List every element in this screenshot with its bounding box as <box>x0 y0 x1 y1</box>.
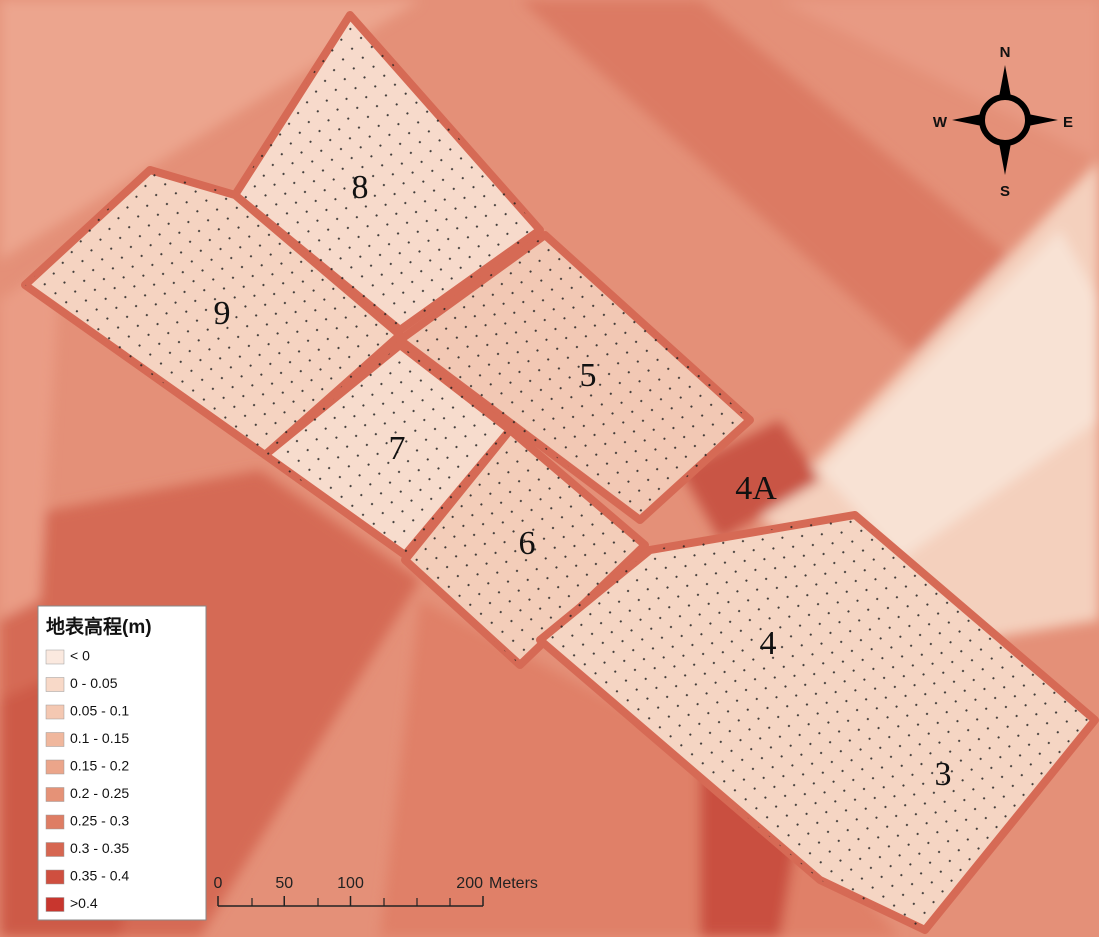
scale-label: 200 <box>456 875 483 892</box>
legend-swatch <box>46 788 64 802</box>
legend-label: 0.1 - 0.15 <box>70 730 129 746</box>
legend-swatch <box>46 733 64 747</box>
parcel-label: 4 <box>760 625 777 662</box>
parcel-label: 5 <box>580 357 597 394</box>
parcel-label: 6 <box>519 525 536 562</box>
scale-unit: Meters <box>489 875 538 892</box>
parcel-label: 4A <box>735 470 777 507</box>
map: 8 9 5 7 4A 6 4 3 N S E W 地表高程(m) < 0 0 - … <box>0 0 1099 937</box>
legend-label: 0.35 - 0.4 <box>70 868 129 884</box>
legend-label: 0.05 - 0.1 <box>70 703 129 719</box>
legend-label: 0 - 0.05 <box>70 675 118 691</box>
legend-swatch <box>46 843 64 857</box>
scale-label: 50 <box>275 875 293 892</box>
legend-label: 0.2 - 0.25 <box>70 785 129 801</box>
legend-swatch <box>46 760 64 774</box>
parcel-label: 9 <box>214 295 231 332</box>
scale-label: 100 <box>337 875 364 892</box>
compass-label: W <box>933 114 948 131</box>
compass-label: S <box>1000 183 1010 200</box>
legend-swatch <box>46 898 64 912</box>
legend-label: < 0 <box>70 648 90 664</box>
legend-swatch <box>46 815 64 829</box>
legend-label: 0.15 - 0.2 <box>70 758 129 774</box>
legend-title: 地表高程(m) <box>46 615 152 638</box>
legend-swatch <box>46 678 64 692</box>
legend-label: >0.4 <box>70 895 98 911</box>
legend-label: 0.25 - 0.3 <box>70 813 129 829</box>
compass-label: E <box>1063 114 1073 131</box>
parcel-label: 3 <box>935 756 952 793</box>
compass-label: N <box>1000 44 1011 61</box>
scale-label: 0 <box>214 875 223 892</box>
legend-swatch <box>46 870 64 884</box>
legend: 地表高程(m) < 0 0 - 0.05 0.05 - 0.1 0.1 - 0.15 0… <box>38 606 206 920</box>
legend-swatch <box>46 705 64 719</box>
legend-label: 0.3 - 0.35 <box>70 840 129 856</box>
legend-swatch <box>46 650 64 664</box>
parcel-label: 7 <box>389 430 406 467</box>
parcel-label: 8 <box>352 169 369 206</box>
